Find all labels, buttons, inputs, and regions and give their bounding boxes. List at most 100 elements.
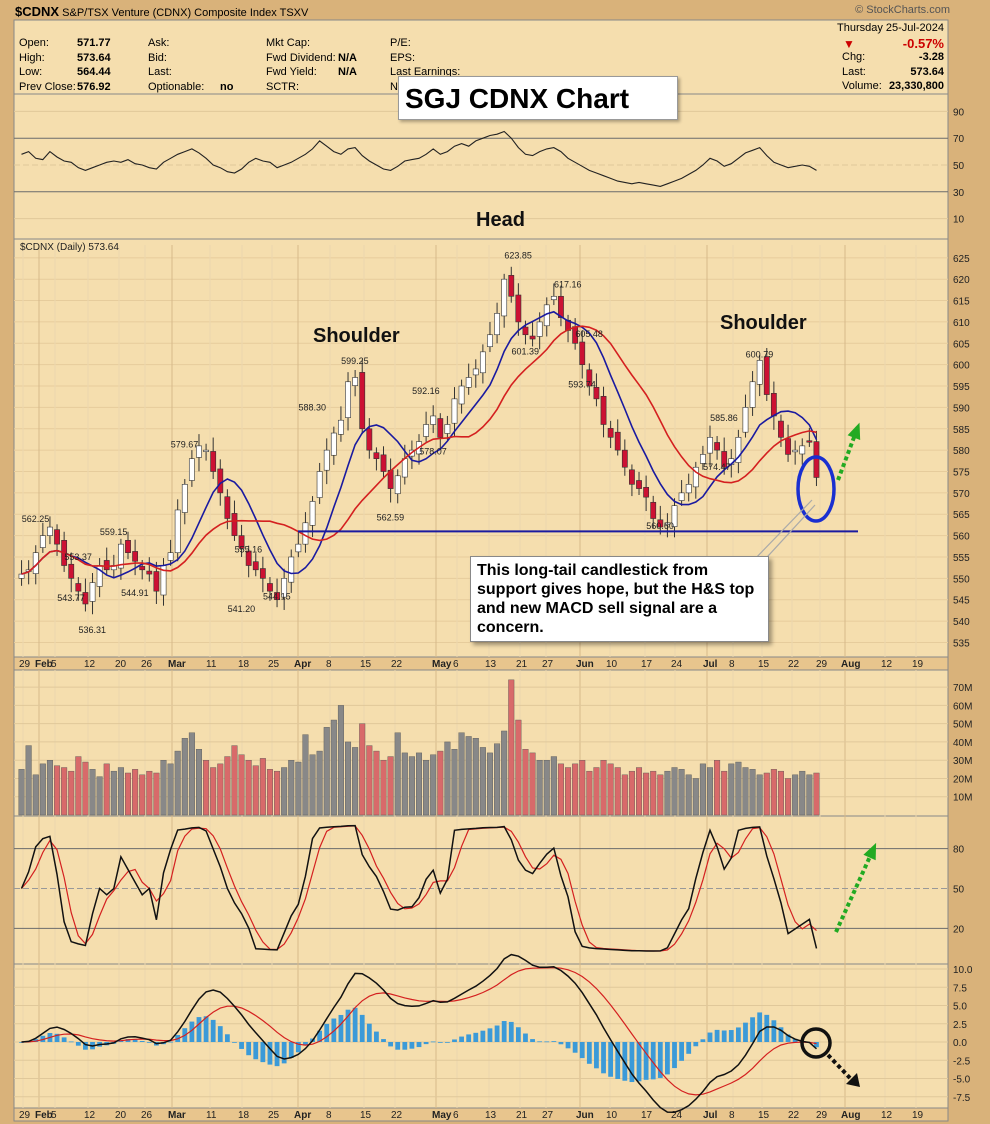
price-value-label: 585.86: [710, 413, 738, 423]
date-tick-label: 13: [485, 659, 497, 670]
candle-body: [621, 449, 628, 468]
volume-bar: [153, 772, 160, 816]
volume-tick-label: 40M: [953, 738, 972, 749]
volume-bar: [274, 770, 281, 816]
date-tick-label: 19: [912, 1110, 924, 1121]
candle-body: [224, 496, 231, 519]
candle-body: [401, 458, 408, 478]
candle-body: [763, 356, 770, 395]
macd-histogram-bar: [125, 1039, 131, 1042]
price-value-label: 555.16: [235, 544, 263, 554]
volume-bar: [543, 760, 550, 816]
macd-tick-label: 10.0: [953, 965, 973, 976]
volume-bar: [742, 767, 749, 816]
candle-body: [614, 431, 621, 451]
macd-histogram-bar: [324, 1023, 330, 1042]
macd-histogram-bar: [288, 1042, 294, 1058]
volume-bar: [330, 719, 337, 816]
candle-body: [643, 487, 650, 498]
stat-value: -3.28: [918, 51, 944, 63]
candle-body: [167, 552, 174, 561]
macd-histogram-bar: [267, 1042, 273, 1065]
volume-bar: [728, 763, 735, 816]
index-name: S&P/TSX Venture (CDNX) Composite Index: [62, 7, 277, 19]
quote-label: Prev Close:: [19, 80, 76, 93]
date-tick-label: 24: [671, 659, 683, 670]
candle-body: [118, 543, 124, 569]
stoch-signal-line: [21, 825, 817, 952]
volume-bar: [671, 767, 678, 816]
volume-bar: [281, 767, 288, 816]
candle-body: [664, 522, 671, 525]
macd-histogram-bar: [253, 1042, 259, 1060]
date-tick-label: Jul: [703, 1110, 718, 1121]
volume-bar: [345, 741, 352, 816]
candle-body: [288, 556, 295, 583]
volume-bar: [373, 750, 380, 816]
macd-histogram-bar: [672, 1042, 677, 1069]
volume-bar: [132, 769, 139, 816]
quote-value: 571.77: [77, 37, 111, 49]
macd-histogram-bar: [232, 1042, 237, 1043]
stoch-tick-label: 50: [953, 885, 965, 896]
candle-body: [125, 540, 131, 554]
volume-tick-label: 70M: [953, 683, 972, 694]
candle-body: [444, 424, 451, 434]
volume-bar: [423, 760, 430, 816]
price-value-label: 578.07: [419, 446, 447, 456]
callout-note: This long-tail candlestick from support …: [470, 556, 769, 642]
candle-body: [529, 335, 536, 340]
symbol: $CDNX: [15, 4, 60, 19]
volume-bar: [359, 723, 366, 816]
volume-tick-label: 30M: [953, 756, 972, 767]
volume-bar: [416, 752, 423, 816]
stoch-line: [20, 824, 818, 952]
volume-bar: [430, 754, 437, 816]
candle-body: [636, 480, 642, 489]
candle-body: [345, 381, 351, 418]
price-value-label: 599.25: [341, 356, 369, 366]
candle-body: [373, 452, 380, 459]
candle-body: [309, 501, 316, 526]
volume-bar: [46, 760, 53, 816]
volume-bar: [714, 760, 721, 816]
macd-histogram-bar: [246, 1042, 252, 1056]
date-axis-bottom: [13, 1107, 949, 1122]
macd-histogram-bar: [615, 1042, 621, 1079]
volume-bar: [536, 760, 543, 816]
date-tick-label: 6: [453, 1110, 459, 1121]
fund-label: Fwd Yield:: [266, 66, 317, 78]
volume-bar: [706, 767, 713, 816]
date-tick-label: May: [432, 659, 452, 670]
macd-histogram-bar: [764, 1014, 770, 1042]
candle-body: [210, 451, 217, 472]
macd-histogram-bar: [530, 1039, 535, 1042]
volume-bar: [763, 772, 770, 816]
macd-histogram-bar: [487, 1028, 493, 1042]
candle-body: [259, 568, 266, 579]
volume-bar: [529, 752, 536, 816]
candle-body: [586, 369, 593, 387]
volume-bar: [337, 705, 344, 816]
macd-histogram-bar: [239, 1042, 244, 1049]
macd-histogram-bar: [473, 1032, 479, 1042]
macd-histogram-bar: [423, 1042, 429, 1045]
macd-histogram-bar: [210, 1019, 216, 1042]
macd-histogram-bar: [217, 1026, 223, 1042]
candle-body: [54, 529, 60, 545]
candle-body: [707, 437, 713, 454]
slow-moving-average: [21, 325, 817, 575]
candle-body: [657, 519, 664, 528]
quote-value: 573.64: [77, 51, 111, 64]
macd-tick-label: -7.5: [953, 1093, 971, 1104]
volume-bar: [316, 750, 323, 816]
macd-histogram-bar: [452, 1039, 457, 1042]
date-tick-label: 17: [641, 659, 653, 670]
date-tick-label: 24: [671, 1110, 683, 1121]
date-tick-label: 29: [816, 1110, 828, 1121]
price-value-label: 543.77: [57, 593, 85, 603]
candle-body: [785, 438, 791, 455]
macd-signal-line: [21, 966, 817, 1096]
candle-body: [380, 454, 387, 472]
price-tick-label: 550: [953, 574, 970, 585]
